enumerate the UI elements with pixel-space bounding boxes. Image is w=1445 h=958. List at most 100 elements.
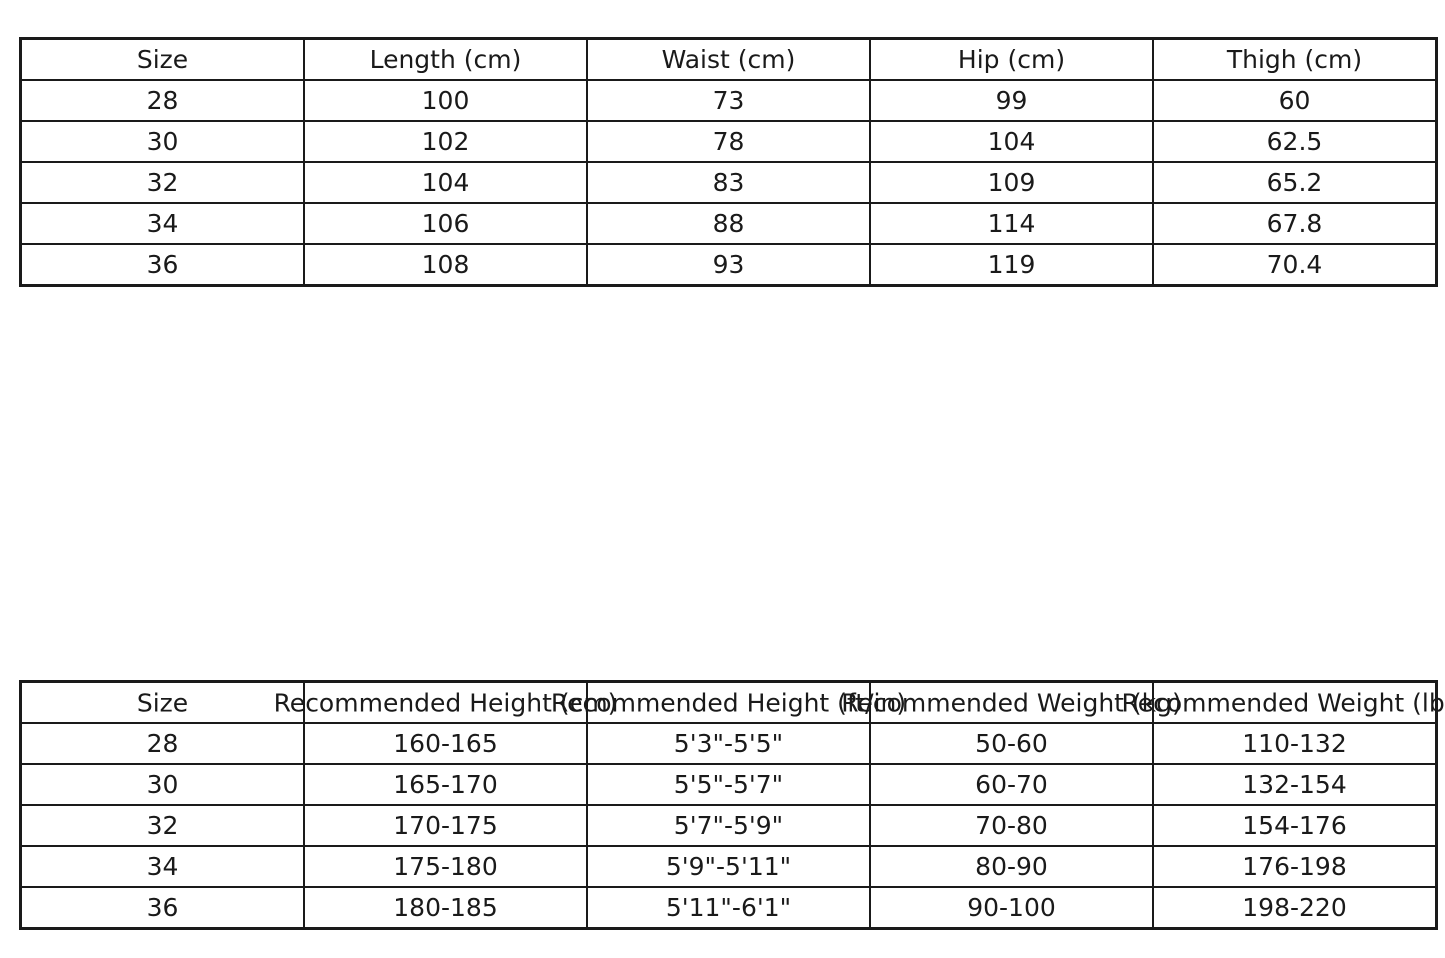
cell-size: 36 (19, 243, 305, 287)
fit-table-body: Size Recommended Height (cm) Recommended… (19, 680, 1445, 930)
table-row: 28 100 73 99 60 (19, 79, 1438, 122)
column-header-waist: Waist (cm) (586, 37, 871, 81)
cell-thigh: 65.2 (1152, 161, 1438, 204)
cell-thigh: 62.5 (1152, 120, 1438, 163)
cell-height-ftin: 5'9"-5'11" (586, 845, 871, 888)
cell-weight-kg: 50-60 (869, 722, 1154, 765)
recommended-fit-table: Size Recommended Height (cm) Recommended… (19, 680, 1445, 930)
cell-hip: 114 (869, 202, 1154, 245)
column-header-weight-kg: Recommended Weight (kg) (841, 680, 1182, 724)
cell-waist: 83 (586, 161, 871, 204)
cell-thigh: 67.8 (1152, 202, 1438, 245)
cell-value: 170-175 (393, 811, 498, 840)
cell-waist: 88 (586, 202, 871, 245)
cell-value: 60-70 (975, 770, 1048, 799)
measurements-header-row: Size Length (cm) Waist (cm) Hip (cm) Thi… (19, 37, 1438, 81)
cell-value: 198-220 (1242, 893, 1347, 922)
cell-value: 110-132 (1242, 729, 1347, 758)
column-header-height-ftin: Recommended Height (ft/in) (551, 680, 906, 724)
cell-length: 100 (303, 79, 588, 122)
cell-value: 62.5 (1266, 127, 1323, 156)
cell-weight-kg: 80-90 (869, 845, 1154, 888)
cell-value: 5'11"-6'1" (665, 893, 792, 922)
cell-value: 28 (146, 729, 179, 758)
table-row: 32 170-175 5'7"-5'9" 70-80 154-176 (19, 804, 1438, 847)
cell-value: 36 (146, 250, 179, 279)
cell-value: 90-100 (967, 893, 1056, 922)
cell-height-cm: 165-170 (303, 763, 588, 806)
table-row: 32 104 83 109 65.2 (19, 161, 1438, 204)
cell-value: 60 (1278, 86, 1311, 115)
cell-value: 175-180 (393, 852, 498, 881)
cell-height-ftin: 5'11"-6'1" (586, 886, 871, 930)
garment-measurements-table: Size Length (cm) Waist (cm) Hip (cm) Thi… (19, 37, 1438, 287)
cell-value: 83 (712, 168, 745, 197)
cell-value: 165-170 (393, 770, 498, 799)
cell-value: 104 (987, 127, 1036, 156)
cell-size: 30 (19, 120, 305, 163)
cell-size: 32 (19, 161, 305, 204)
cell-hip: 104 (869, 120, 1154, 163)
cell-value: 36 (146, 893, 179, 922)
cell-value: 106 (421, 209, 470, 238)
cell-value: 67.8 (1266, 209, 1323, 238)
cell-value: 176-198 (1242, 852, 1347, 881)
cell-thigh: 70.4 (1152, 243, 1438, 287)
cell-value: 114 (987, 209, 1036, 238)
header-label: Recommended Height (cm) (273, 688, 618, 717)
column-header-size: Size (19, 680, 305, 724)
cell-weight-lbs: 110-132 (1152, 722, 1438, 765)
cell-waist: 73 (586, 79, 871, 122)
cell-value: 5'7"-5'9" (673, 811, 784, 840)
cell-weight-lbs: 132-154 (1152, 763, 1438, 806)
cell-hip: 99 (869, 79, 1154, 122)
cell-value: 34 (146, 209, 179, 238)
header-label: Recommended Height (ft/in) (550, 688, 907, 717)
cell-size: 34 (19, 845, 305, 888)
cell-value: 132-154 (1242, 770, 1347, 799)
cell-value: 102 (421, 127, 470, 156)
table-row: 36 180-185 5'11"-6'1" 90-100 198-220 (19, 886, 1438, 930)
cell-size: 30 (19, 763, 305, 806)
cell-value: 109 (987, 168, 1036, 197)
measurements-table-body: Size Length (cm) Waist (cm) Hip (cm) Thi… (19, 37, 1438, 287)
cell-value: 28 (146, 86, 179, 115)
cell-height-ftin: 5'7"-5'9" (586, 804, 871, 847)
cell-length: 108 (303, 243, 588, 287)
cell-size: 34 (19, 202, 305, 245)
cell-height-cm: 175-180 (303, 845, 588, 888)
column-header-size: Size (19, 37, 305, 81)
cell-hip: 119 (869, 243, 1154, 287)
header-label: Hip (cm) (957, 45, 1066, 74)
cell-value: 80-90 (975, 852, 1048, 881)
column-header-length: Length (cm) (303, 37, 588, 81)
cell-thigh: 60 (1152, 79, 1438, 122)
column-header-thigh: Thigh (cm) (1152, 37, 1438, 81)
cell-hip: 109 (869, 161, 1154, 204)
cell-value: 5'5"-5'7" (673, 770, 784, 799)
cell-value: 108 (421, 250, 470, 279)
cell-value: 93 (712, 250, 745, 279)
header-label: Size (136, 688, 189, 717)
cell-length: 104 (303, 161, 588, 204)
cell-value: 154-176 (1242, 811, 1347, 840)
cell-value: 5'9"-5'11" (665, 852, 792, 881)
table-row: 36 108 93 119 70.4 (19, 243, 1438, 287)
cell-weight-kg: 70-80 (869, 804, 1154, 847)
cell-value: 30 (146, 770, 179, 799)
cell-value: 119 (987, 250, 1036, 279)
header-label: Recommended Weight (lbs) (1121, 688, 1445, 717)
cell-value: 180-185 (393, 893, 498, 922)
cell-weight-lbs: 198-220 (1152, 886, 1438, 930)
cell-height-ftin: 5'3"-5'5" (586, 722, 871, 765)
cell-value: 34 (146, 852, 179, 881)
header-label: Waist (cm) (661, 45, 796, 74)
cell-height-ftin: 5'5"-5'7" (586, 763, 871, 806)
table-row: 34 175-180 5'9"-5'11" 80-90 176-198 (19, 845, 1438, 888)
cell-size: 36 (19, 886, 305, 930)
table-row: 30 102 78 104 62.5 (19, 120, 1438, 163)
cell-size: 28 (19, 79, 305, 122)
cell-value: 160-165 (393, 729, 498, 758)
cell-height-cm: 160-165 (303, 722, 588, 765)
